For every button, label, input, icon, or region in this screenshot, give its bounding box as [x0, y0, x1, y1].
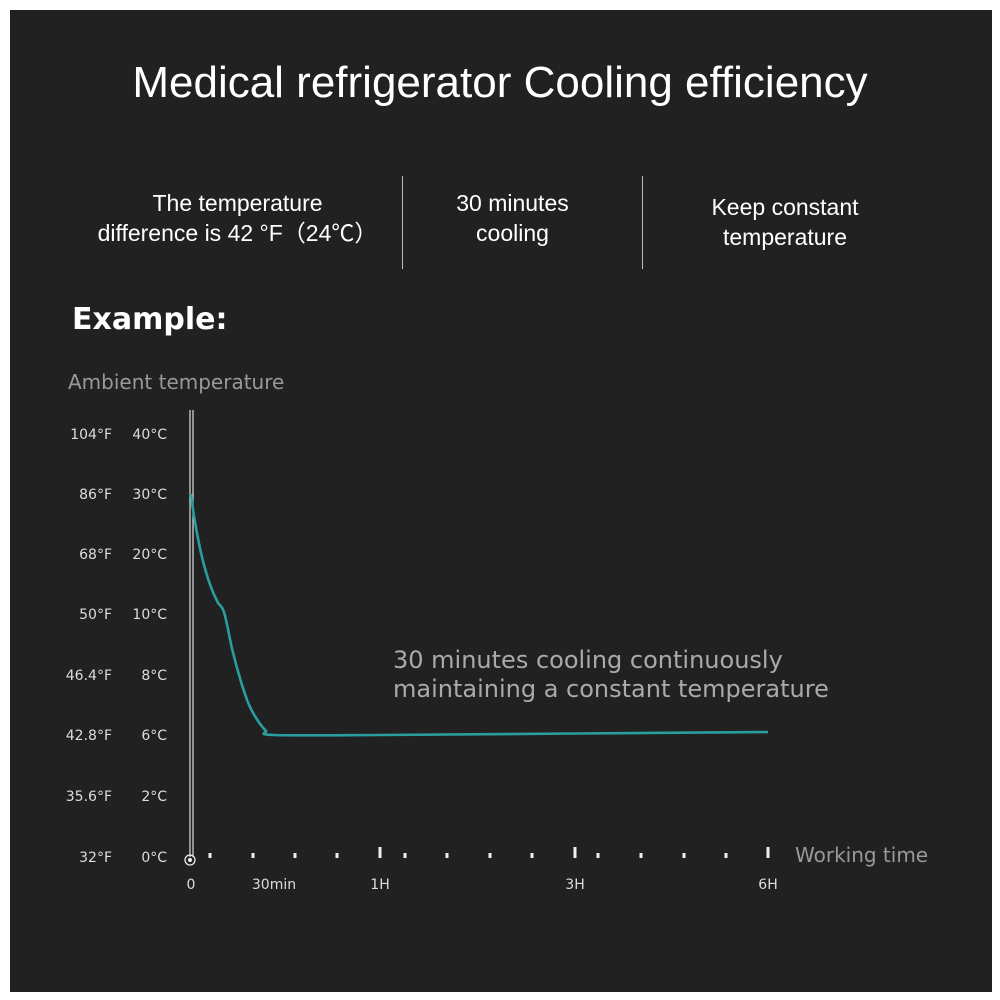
y-tick-label-f: 104°F: [70, 427, 112, 443]
x-tick-label: 30min: [252, 877, 296, 893]
feature-cooling-time: 30 minutes cooling: [410, 188, 615, 248]
x-major-tick: [378, 847, 382, 858]
y-tick-label-f: 42.8°F: [66, 728, 112, 744]
x-tick-label: 0: [187, 877, 196, 893]
x-minor-tick: [335, 853, 339, 858]
temperature-line: [189, 493, 769, 737]
y-tick-label-f: 86°F: [79, 487, 112, 503]
x-minor-tick: [596, 853, 600, 858]
page-title: Medical refrigerator Cooling efficiency: [132, 58, 868, 107]
y-tick-label-c: 30°C: [132, 487, 167, 503]
y-tick-label-c: 10°C: [132, 607, 167, 623]
y-axis-title: Ambient temperature: [68, 370, 285, 394]
origin-marker-dot: [188, 858, 192, 862]
feature-temperature-difference: The temperature difference is 42 °F（24℃）: [80, 188, 395, 248]
y-tick-label-f: 68°F: [79, 547, 112, 563]
y-tick-label-c: 0°C: [141, 850, 167, 866]
annotation-line: 30 minutes cooling continuously: [393, 646, 783, 674]
panel: [10, 10, 992, 992]
y-tick-label-f: 35.6°F: [66, 789, 112, 805]
x-tick-label: 1H: [370, 877, 389, 893]
x-major-tick: [766, 847, 770, 858]
feature-line: The temperature: [152, 190, 323, 216]
x-minor-tick: [724, 853, 728, 858]
feature-line: 30 minutes: [456, 190, 569, 216]
x-minor-tick: [445, 853, 449, 858]
y-tick-label-f: 46.4°F: [66, 668, 112, 684]
feature-line: difference is 42 °F（24℃）: [97, 220, 378, 246]
y-tick-label-c: 20°C: [132, 547, 167, 563]
divider: [402, 176, 403, 269]
y-tick-label-c: 40°C: [132, 427, 167, 443]
x-minor-tick: [682, 853, 686, 858]
feature-line: temperature: [722, 224, 847, 250]
x-minor-tick: [488, 853, 492, 858]
y-tick-label-c: 6°C: [141, 728, 167, 744]
chart-annotation: 30 minutes cooling continuously maintain…: [393, 646, 829, 704]
feature-line: cooling: [476, 220, 549, 246]
y-tick-label-c: 8°C: [141, 668, 167, 684]
x-axis-title: Working time: [795, 843, 929, 867]
y-tick-label-c: 2°C: [141, 789, 167, 805]
feature-line: Keep constant: [711, 194, 859, 220]
divider: [642, 176, 643, 269]
y-tick-label-f: 32°F: [79, 850, 112, 866]
y-tick-label-f: 50°F: [79, 607, 112, 623]
x-tick-label: 3H: [565, 877, 584, 893]
x-minor-tick: [251, 853, 255, 858]
annotation-line: maintaining a constant temperature: [393, 675, 829, 703]
x-minor-tick: [403, 853, 407, 858]
x-major-tick: [573, 847, 577, 858]
x-tick-label: 6H: [758, 877, 777, 893]
feature-constant-temperature: Keep constant temperature: [660, 192, 910, 252]
x-minor-tick: [293, 853, 297, 858]
x-minor-tick: [530, 853, 534, 858]
x-minor-tick: [639, 853, 643, 858]
origin-marker: [184, 854, 196, 866]
x-minor-tick: [208, 853, 212, 858]
example-heading: Example:: [72, 302, 228, 337]
